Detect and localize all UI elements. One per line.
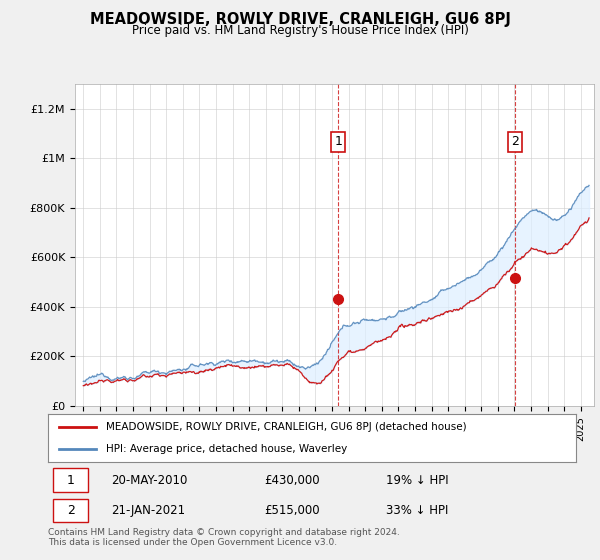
Text: 2: 2 xyxy=(67,504,74,517)
Text: £430,000: £430,000 xyxy=(265,474,320,487)
Text: £515,000: £515,000 xyxy=(265,504,320,517)
FancyBboxPatch shape xyxy=(53,468,88,492)
Text: MEADOWSIDE, ROWLY DRIVE, CRANLEIGH, GU6 8PJ: MEADOWSIDE, ROWLY DRIVE, CRANLEIGH, GU6 … xyxy=(89,12,511,27)
Text: 21-JAN-2021: 21-JAN-2021 xyxy=(112,504,185,517)
Text: 19% ↓ HPI: 19% ↓ HPI xyxy=(386,474,449,487)
Text: HPI: Average price, detached house, Waverley: HPI: Average price, detached house, Wave… xyxy=(106,444,347,454)
FancyBboxPatch shape xyxy=(53,499,88,522)
Text: 1: 1 xyxy=(67,474,74,487)
Text: 2: 2 xyxy=(511,136,519,148)
Text: MEADOWSIDE, ROWLY DRIVE, CRANLEIGH, GU6 8PJ (detached house): MEADOWSIDE, ROWLY DRIVE, CRANLEIGH, GU6 … xyxy=(106,422,467,432)
Text: 33% ↓ HPI: 33% ↓ HPI xyxy=(386,504,448,517)
Text: 1: 1 xyxy=(334,136,342,148)
Text: Price paid vs. HM Land Registry's House Price Index (HPI): Price paid vs. HM Land Registry's House … xyxy=(131,24,469,37)
Text: Contains HM Land Registry data © Crown copyright and database right 2024.
This d: Contains HM Land Registry data © Crown c… xyxy=(48,528,400,548)
Text: 20-MAY-2010: 20-MAY-2010 xyxy=(112,474,188,487)
